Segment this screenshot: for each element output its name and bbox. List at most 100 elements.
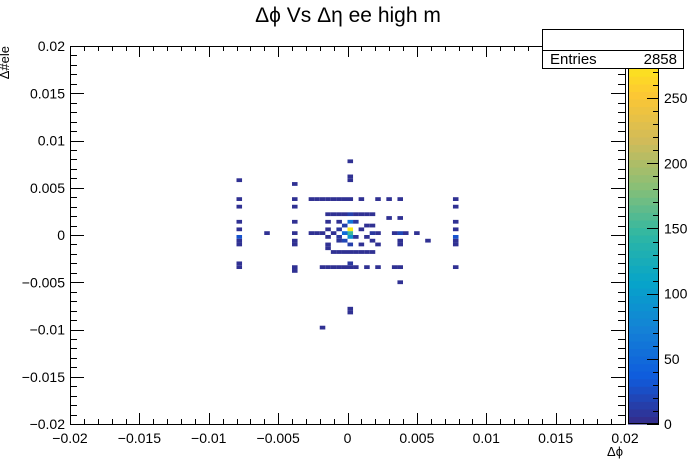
heatmap-cell	[452, 242, 459, 247]
heatmap-cell	[336, 227, 342, 232]
heatmap-cell	[347, 231, 354, 235]
colorbar-segment	[628, 129, 659, 138]
heatmap-cell	[308, 197, 315, 201]
y-tick-label: −0.01	[30, 322, 66, 338]
heatmap-cell	[369, 250, 376, 254]
heatmap-cell	[341, 265, 348, 270]
x-tick-label: 0.005	[399, 430, 434, 446]
heatmap-cell	[336, 250, 342, 254]
heatmap-cell	[375, 197, 381, 201]
heatmap-cell	[386, 197, 392, 201]
colorbar-segment	[628, 393, 659, 402]
heatmap-cell	[341, 223, 348, 228]
heatmap-cell	[347, 178, 354, 183]
y-tick-label: 0.01	[38, 133, 65, 149]
heatmap-cell	[397, 265, 403, 270]
heatmap-cell	[414, 231, 420, 235]
colorbar-segment	[628, 76, 659, 85]
x-tick-label: 0	[344, 430, 352, 446]
heatmap-cell	[347, 242, 354, 247]
heatmap-cell	[358, 197, 365, 201]
heatmap-cell	[353, 212, 359, 217]
heatmap-cell	[452, 219, 459, 224]
heatmap-cell	[347, 227, 354, 232]
y-tick-label: 0.005	[30, 180, 65, 196]
colorbar-segment	[628, 295, 659, 304]
heatmap-cell	[292, 182, 298, 186]
heatmap-cell	[452, 204, 459, 209]
colorbar-segment	[628, 408, 659, 418]
colorbar-segment	[628, 303, 659, 312]
heatmap-cell	[336, 212, 342, 217]
heatmap-cell	[375, 231, 381, 235]
heatmap-cell	[358, 250, 365, 254]
heatmap-cell	[369, 238, 376, 243]
heatmap-cell	[403, 231, 409, 235]
colorbar-segment	[628, 348, 659, 357]
stats-box: Entries 2858	[542, 29, 684, 69]
heatmap-cell	[236, 242, 243, 247]
heatmap-cell	[452, 265, 459, 270]
heatmap-cell	[347, 159, 354, 164]
colorbar-segment	[628, 219, 659, 229]
heatmap-cell	[330, 250, 337, 254]
heatmap-cell	[325, 246, 331, 251]
colorbar-segment	[628, 401, 659, 410]
heatmap-cell	[353, 265, 359, 270]
heatmap-cell	[397, 238, 403, 243]
heatmap-cell	[341, 212, 348, 217]
heatmap-cell	[347, 197, 354, 201]
colorbar-segment	[628, 166, 659, 176]
colorbar-segment	[628, 280, 659, 289]
heatmap-cell	[336, 197, 342, 201]
axes: −0.02 −0.015 −0.01 −0.005 0 0.005 0.01 0.015 0.0…	[0, 38, 639, 459]
colorbar-tick-label: 50	[664, 351, 680, 367]
heatmap-cell	[364, 212, 370, 217]
heatmap-cell	[325, 265, 331, 270]
heatmap-cell	[336, 235, 342, 239]
x-tick-label: −0.015	[118, 430, 161, 446]
heatmap-cell	[353, 219, 359, 224]
heatmap-cell	[325, 219, 331, 224]
heatmap-cell	[358, 242, 365, 247]
colorbar-segment	[628, 189, 659, 198]
y-tick-label: −0.02	[30, 416, 66, 432]
heatmap-cell	[292, 204, 298, 209]
colorbar-segment	[628, 106, 659, 115]
stats-entries-label: Entries	[550, 51, 597, 68]
heatmap-cell	[330, 212, 337, 217]
colorbar-segment	[628, 272, 659, 281]
heatmap-cell	[358, 212, 365, 217]
heatmap-cell	[308, 231, 315, 235]
colorbar-segment	[628, 227, 659, 236]
heatmap-cell	[325, 197, 331, 201]
heatmap-cell	[347, 219, 354, 224]
heatmap-cell	[236, 178, 243, 183]
colorbar-segment	[628, 378, 659, 387]
heatmap-cell	[347, 235, 354, 239]
colorbar-segment	[628, 144, 659, 153]
heatmap-cell	[336, 238, 342, 243]
heatmap-cell	[292, 238, 298, 243]
heatmap-cell	[375, 265, 381, 270]
heatmap-cell	[364, 250, 370, 254]
heatmap-cell	[236, 235, 243, 239]
heatmap-cell	[341, 250, 348, 254]
heatmap-cell	[236, 197, 243, 201]
heatmap-cell	[353, 250, 359, 254]
heatmap-cell	[325, 242, 331, 247]
x-axis-label: Δϕ	[607, 444, 623, 459]
heatmap-cell	[341, 238, 348, 243]
heatmap-cell	[364, 223, 370, 228]
colorbar-segment	[628, 68, 659, 77]
heatmap-cell	[347, 261, 354, 266]
y-tick-label: −0.015	[22, 369, 65, 385]
colorbar-segment	[628, 287, 659, 297]
heatmap-cell	[397, 242, 403, 247]
colorbar-segment	[628, 197, 659, 206]
colorbar-segment	[628, 265, 659, 274]
y-tick-label: 0.015	[30, 85, 65, 101]
colorbar-segment	[628, 333, 659, 342]
heatmap-cell	[325, 212, 331, 217]
heatmap-cell	[314, 231, 320, 235]
